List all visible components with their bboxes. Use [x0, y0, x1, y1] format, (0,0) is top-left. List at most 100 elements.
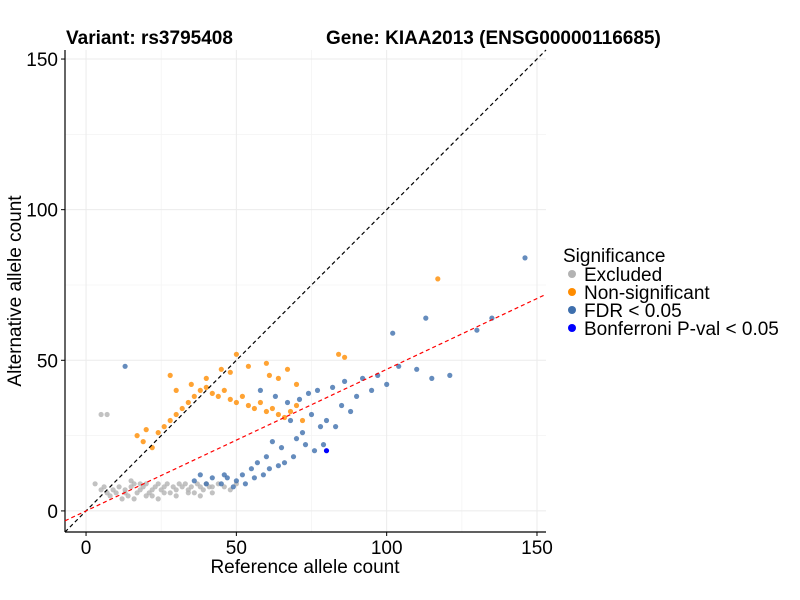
legend-label-bonferroni-p-val-0-05: Bonferroni P-val < 0.05 [584, 319, 779, 340]
chart-title-variant: Variant: rs3795408 [66, 28, 233, 49]
data-point-non-significant [233, 399, 239, 406]
data-point-fdr-0-05 [266, 466, 272, 472]
data-point-fdr-0-05 [489, 315, 495, 321]
data-point-fdr-0-05 [242, 481, 248, 487]
legend-label-fdr-0-05: FDR < 0.05 [584, 301, 682, 322]
data-point-fdr-0-05 [122, 363, 128, 369]
data-point-excluded [149, 493, 155, 499]
data-point-fdr-0-05 [284, 399, 291, 406]
legend-key-excluded [568, 270, 576, 278]
data-point-fdr-0-05 [369, 387, 375, 393]
data-point-fdr-0-05 [348, 408, 354, 415]
data-point-non-significant [221, 387, 227, 393]
data-point-non-significant [287, 408, 294, 415]
data-point-excluded [185, 490, 191, 496]
data-point-non-significant [203, 384, 209, 390]
data-point-fdr-0-05 [275, 463, 281, 469]
data-point-excluded [200, 487, 206, 493]
axis-ticks: 0 50 100 150 0 50 100 150 [26, 50, 553, 559]
reference-lines [64, 49, 547, 533]
data-point-non-significant [155, 430, 161, 436]
data-point-non-significant [263, 360, 269, 366]
x-tick-label: 50 [226, 538, 247, 559]
data-point-non-significant [239, 393, 245, 399]
data-point-non-significant [263, 408, 269, 415]
data-point-non-significant [167, 372, 173, 378]
legend-key-non-significant [568, 288, 576, 296]
x-tick-label: 150 [521, 538, 553, 559]
data-point-non-significant [293, 402, 300, 409]
data-point-fdr-0-05 [263, 454, 269, 460]
y-tick-label: 100 [26, 201, 58, 222]
data-point-fdr-0-05 [287, 417, 294, 424]
grid [65, 50, 546, 532]
data-point-fdr-0-05 [296, 396, 303, 402]
data-point-fdr-0-05 [330, 384, 336, 390]
data-point-non-significant [161, 424, 167, 430]
data-point-excluded [116, 484, 122, 490]
data-point-excluded [173, 493, 179, 499]
data-point-excluded [173, 487, 179, 493]
data-point-non-significant [227, 396, 233, 402]
data-point-fdr-0-05 [278, 445, 285, 451]
y-tick-label: 50 [37, 351, 58, 372]
data-point-fdr-0-05 [191, 478, 197, 484]
data-point-fdr-0-05 [302, 442, 309, 448]
fitted-ratio-line [64, 293, 547, 522]
data-point-excluded [104, 411, 110, 418]
data-point-fdr-0-05 [308, 411, 315, 418]
data-point-excluded [128, 478, 134, 484]
data-point-non-significant [342, 354, 348, 360]
data-point-non-significant [167, 417, 173, 424]
data-point-excluded [209, 484, 215, 490]
data-point-fdr-0-05 [281, 460, 288, 466]
data-point-non-significant [299, 417, 306, 424]
data-point-excluded [191, 490, 197, 496]
data-point-non-significant [284, 366, 291, 372]
data-point-fdr-0-05 [342, 378, 348, 384]
data-point-fdr-0-05 [221, 472, 227, 478]
legend-key-fdr-0-05 [568, 306, 576, 314]
data-point-non-significant [281, 414, 288, 421]
data-point-fdr-0-05 [293, 436, 300, 442]
data-point-fdr-0-05 [317, 424, 324, 430]
data-point-fdr-0-05 [474, 327, 480, 333]
data-point-fdr-0-05 [248, 466, 254, 472]
y-tick-label: 0 [47, 502, 58, 523]
data-point-excluded [197, 493, 203, 499]
data-point-non-significant [435, 276, 441, 282]
data-point-fdr-0-05 [299, 430, 306, 436]
data-point-excluded [188, 484, 194, 490]
data-point-non-significant [143, 427, 149, 433]
x-axis-title: Reference allele count [210, 557, 400, 578]
data-point-fdr-0-05 [230, 484, 236, 490]
legend-label-non-significant: Non-significant [584, 283, 710, 304]
data-point-fdr-0-05 [209, 475, 215, 481]
data-point-fdr-0-05 [447, 372, 453, 378]
data-point-fdr-0-05 [396, 363, 402, 369]
data-point-excluded [143, 493, 149, 499]
data-point-fdr-0-05 [333, 424, 339, 430]
legend-key-bonferroni-p-val-0-05 [568, 324, 576, 332]
data-point-excluded [137, 481, 143, 487]
data-point-non-significant [197, 387, 203, 393]
data-point-non-significant [215, 393, 221, 399]
data-point-excluded [209, 490, 215, 496]
data-point-non-significant [185, 399, 191, 406]
data-point-non-significant [266, 372, 272, 378]
data-point-non-significant [173, 387, 179, 393]
data-point-fdr-0-05 [414, 366, 420, 372]
data-point-fdr-0-05 [290, 454, 297, 460]
data-point-bonferroni-p-val-0-05 [323, 448, 330, 454]
data-point-fdr-0-05 [305, 390, 312, 396]
data-point-non-significant [275, 375, 281, 381]
x-tick-label: 0 [81, 538, 92, 559]
data-point-excluded [98, 411, 104, 418]
data-point-non-significant [191, 393, 197, 399]
data-point-non-significant [203, 375, 209, 381]
data-point-non-significant [140, 439, 146, 445]
data-point-non-significant [179, 405, 185, 412]
data-point-excluded [155, 496, 161, 502]
data-point-fdr-0-05 [272, 393, 278, 399]
data-point-fdr-0-05 [269, 439, 275, 445]
